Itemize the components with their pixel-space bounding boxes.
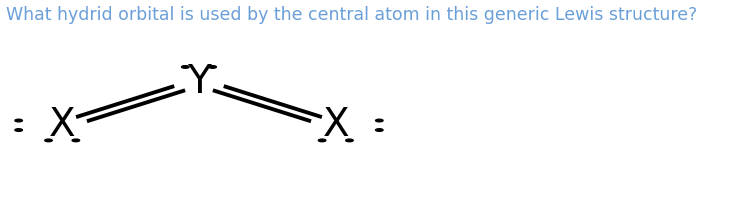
Text: What hydrid orbital is used by the central atom in this generic Lewis structure?: What hydrid orbital is used by the centr… (6, 6, 698, 24)
Circle shape (181, 66, 189, 68)
Circle shape (15, 119, 22, 122)
Text: Y: Y (187, 63, 211, 101)
Circle shape (318, 139, 326, 142)
Circle shape (45, 139, 52, 142)
Circle shape (72, 139, 80, 142)
Circle shape (345, 139, 353, 142)
Text: X: X (322, 106, 349, 144)
Circle shape (209, 66, 216, 68)
Circle shape (375, 129, 383, 131)
Circle shape (15, 129, 22, 131)
Text: X: X (49, 106, 76, 144)
Circle shape (375, 119, 383, 122)
